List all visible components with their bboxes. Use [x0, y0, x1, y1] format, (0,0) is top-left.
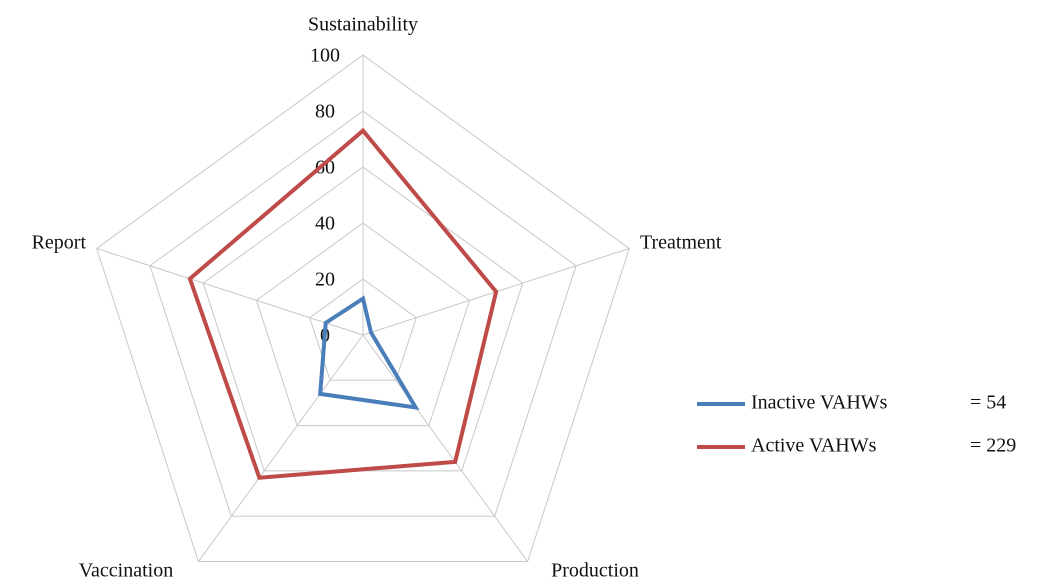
grid-ring [255, 222, 471, 427]
axis-spoke [362, 334, 528, 562]
r-tick-label: 60 [315, 157, 335, 179]
r-tick-label: 20 [315, 269, 335, 291]
axis-label: Vaccination [79, 560, 173, 582]
axis-label: Treatment [640, 232, 722, 254]
grid-ring [149, 110, 577, 517]
legend-label: Active VAHWs [751, 435, 877, 457]
series-line [318, 295, 420, 411]
axis-label: Report [32, 232, 87, 254]
axis-spoke [96, 247, 364, 336]
series-line [187, 127, 499, 480]
axis-label: Sustainability [308, 14, 418, 36]
grid-ring [309, 278, 417, 381]
legend-label: Inactive VAHWs [751, 392, 888, 414]
axis-spoke [198, 334, 364, 562]
legend-note: = 229 [970, 435, 1016, 457]
axis-label: Production [551, 560, 639, 582]
r-tick-label: 80 [315, 101, 335, 123]
r-tick-label: 100 [310, 45, 340, 67]
legend-note: = 54 [970, 392, 1006, 414]
r-tick-label: 40 [315, 213, 335, 235]
grid-ring [96, 54, 630, 563]
